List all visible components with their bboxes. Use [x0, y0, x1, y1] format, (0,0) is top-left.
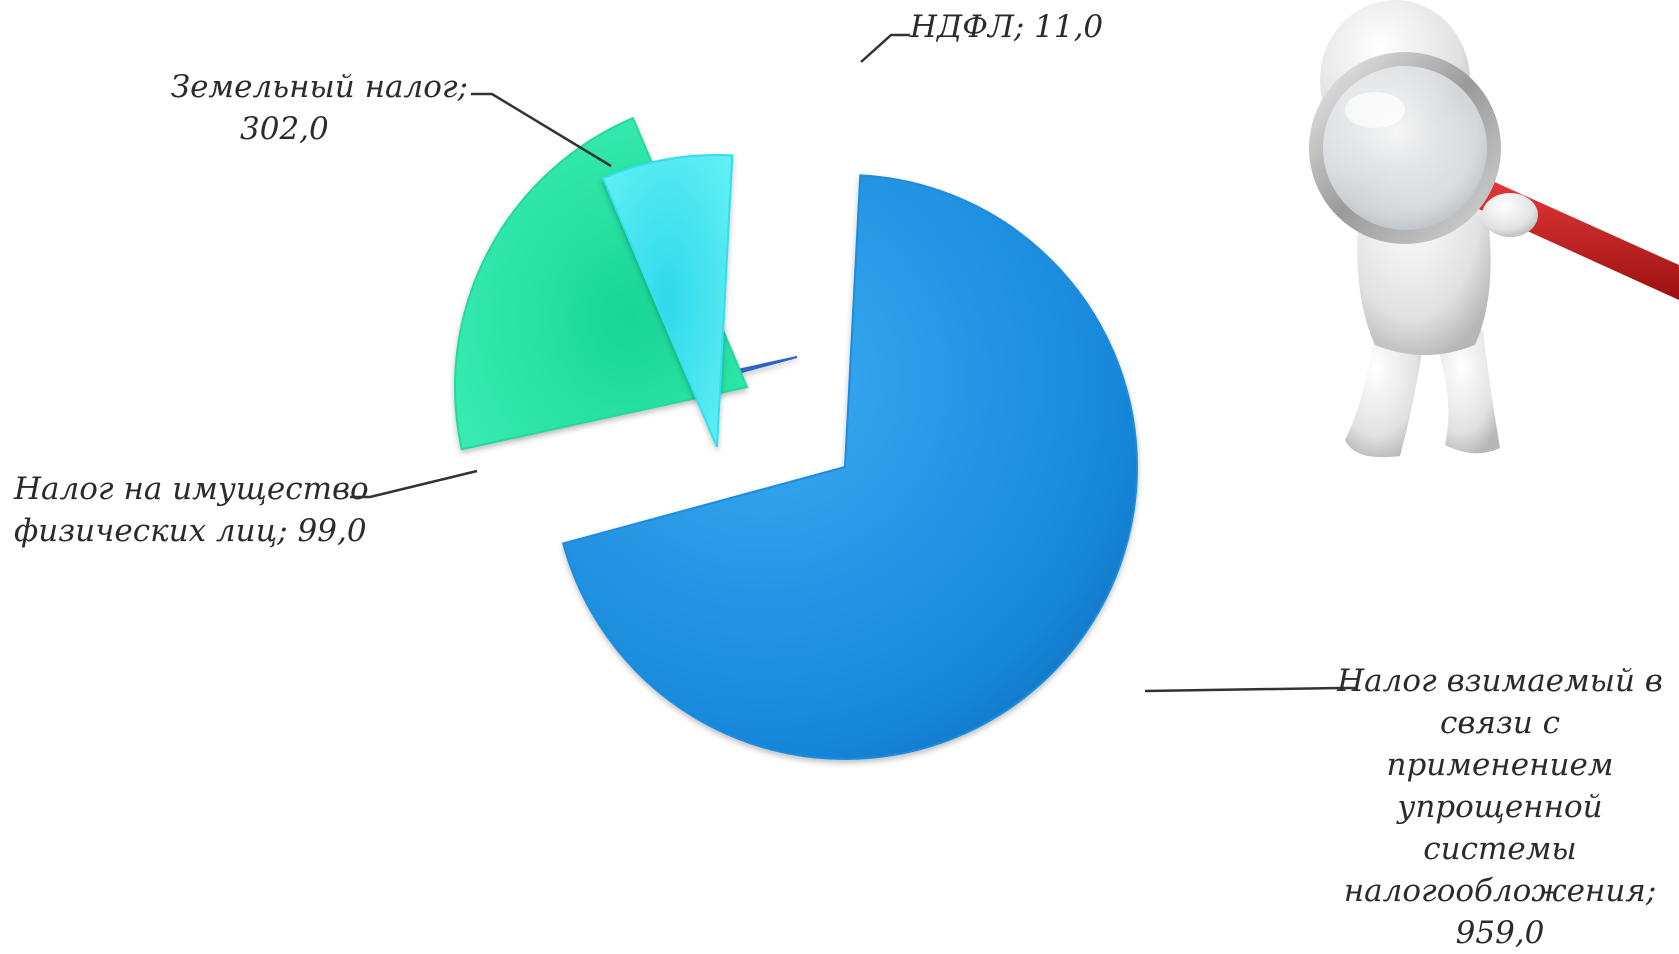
pie-chart [350, 33, 1355, 760]
label-zemelny-nalog: Земельный налог; 302,0 [170, 69, 468, 147]
pie-slice-0 [561, 174, 1138, 760]
label-ndfl: НДФЛ; 11,0 [910, 9, 1104, 45]
label-usn: Налог взимаемый в связи с применением уп… [1337, 663, 1663, 951]
pie-slice-2 [454, 116, 749, 451]
figure-with-magnifying-glass-icon [1305, 0, 1679, 470]
leader-line-zem [471, 92, 612, 168]
leader-line-usn [1144, 686, 1355, 693]
leader-line-im [350, 469, 478, 499]
label-nalog-na-imushchestvo: Налог на имущество физических лиц; 99,0 [14, 471, 369, 549]
leader-line-ndfl [860, 33, 910, 63]
pie-slice-3 [601, 154, 734, 448]
